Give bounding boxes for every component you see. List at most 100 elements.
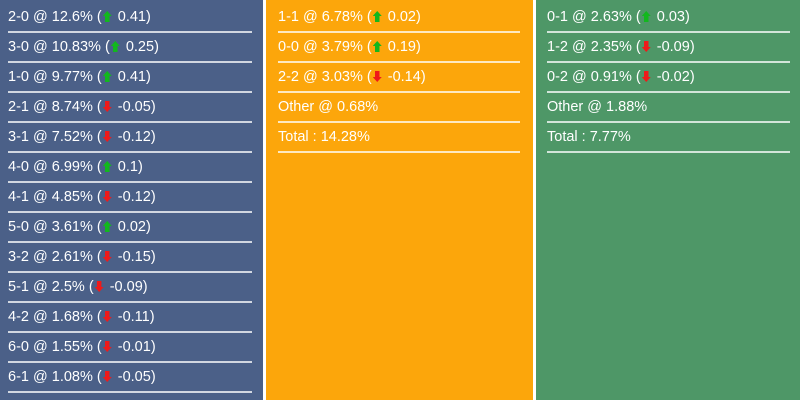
other-row: Other @ 1.88%: [547, 93, 790, 123]
arrow-up-icon: [102, 161, 112, 172]
change: -0.15: [117, 249, 151, 265]
arrow-down-icon: [372, 71, 382, 82]
probability: 2.5%: [51, 279, 85, 295]
probability: 2.61%: [51, 249, 93, 265]
change: 0.02: [117, 219, 146, 235]
probability: 6.78%: [321, 9, 363, 25]
probability: 4.85%: [51, 189, 93, 205]
arrow-down-icon: [102, 371, 112, 382]
probability: 7.52%: [51, 129, 93, 145]
score: 2-0: [8, 9, 29, 25]
score: 0-1: [547, 9, 568, 25]
score: 6-1: [8, 369, 29, 385]
change: 0.41: [117, 9, 146, 25]
score: 1-2: [547, 39, 568, 55]
change: 0.02: [387, 9, 416, 25]
away-win-column: 0-1 @ 2.63% ( 0.03) 1-2 @ 2.35% ( -0.09) 0…: [536, 0, 800, 400]
row-label: Total : 7.77%: [547, 129, 631, 145]
score: 4-1: [8, 189, 29, 205]
probability: 2.63%: [590, 9, 632, 25]
probability: 2.35%: [590, 39, 632, 55]
score-row: 2-2 @ 3.03% ( -0.14): [278, 63, 520, 93]
score-row: 5-1 @ 2.5% ( -0.09): [8, 273, 252, 303]
score-row: 4-2 @ 1.68% ( -0.11): [8, 303, 252, 333]
arrow-up-icon: [102, 11, 112, 22]
score: 0-2: [547, 69, 568, 85]
total-row: Total : 7.77%: [547, 123, 790, 153]
score-row: 1-0 @ 9.77% ( 0.41): [8, 63, 252, 93]
score-row: 6-0 @ 1.55% ( -0.01): [8, 333, 252, 363]
score-row: 1-2 @ 2.35% ( -0.09): [547, 33, 790, 63]
score-row: 1-1 @ 6.78% ( 0.02): [278, 3, 520, 33]
change: -0.09: [656, 39, 690, 55]
score: 3-0: [8, 39, 29, 55]
other-row: Other @ 0.68%: [278, 93, 520, 123]
change: -0.09: [109, 279, 143, 295]
arrow-down-icon: [102, 191, 112, 202]
score-row: 4-0 @ 6.99% ( 0.1): [8, 153, 252, 183]
score: 1-0: [8, 69, 29, 85]
change: -0.01: [117, 339, 151, 355]
change: -0.14: [387, 69, 421, 85]
change: -0.05: [117, 99, 151, 115]
change: -0.12: [117, 129, 151, 145]
score: 4-2: [8, 309, 29, 325]
probability: 3.61%: [51, 219, 93, 235]
total-row: Total : 14.28%: [278, 123, 520, 153]
change: 0.19: [387, 39, 416, 55]
arrow-up-icon: [110, 41, 120, 52]
change: -0.02: [656, 69, 690, 85]
score-row: 0-0 @ 3.79% ( 0.19): [278, 33, 520, 63]
arrow-down-icon: [94, 281, 104, 292]
arrow-up-icon: [372, 41, 382, 52]
arrow-up-icon: [372, 11, 382, 22]
probability: 0.91%: [590, 69, 632, 85]
change: -0.12: [117, 189, 151, 205]
score-row: 4-1 @ 4.85% ( -0.12): [8, 183, 252, 213]
probability: 12.6%: [51, 9, 93, 25]
score: 5-1: [8, 279, 29, 295]
arrow-down-icon: [102, 131, 112, 142]
draw-column: 1-1 @ 6.78% ( 0.02) 0-0 @ 3.79% ( 0.19) 2-…: [266, 0, 533, 400]
score: 5-0: [8, 219, 29, 235]
score-row: 5-0 @ 3.61% ( 0.02): [8, 213, 252, 243]
arrow-up-icon: [102, 221, 112, 232]
row-label: Other @ 0.68%: [278, 99, 379, 115]
score: 0-0: [278, 39, 299, 55]
probability: 8.74%: [51, 99, 93, 115]
change: 0.03: [656, 9, 685, 25]
score-row: 3-2 @ 2.61% ( -0.15): [8, 243, 252, 273]
home-win-column: 2-0 @ 12.6% ( 0.41) 3-0 @ 10.83% ( 0.25) 1…: [0, 0, 263, 400]
probability: 10.83%: [51, 39, 101, 55]
probability: 1.55%: [51, 339, 93, 355]
score: 2-1: [8, 99, 29, 115]
probability: 3.03%: [321, 69, 363, 85]
score: 3-1: [8, 129, 29, 145]
change: 0.41: [117, 69, 146, 85]
score-row: 2-1 @ 8.74% ( -0.05): [8, 93, 252, 123]
probability: 3.79%: [321, 39, 363, 55]
arrow-down-icon: [102, 311, 112, 322]
score-row: 6-1 @ 1.08% ( -0.05): [8, 363, 252, 393]
arrow-down-icon: [102, 251, 112, 262]
arrow-up-icon: [641, 11, 651, 22]
change: 0.1: [117, 159, 138, 175]
score: 4-0: [8, 159, 29, 175]
score-row: 2-0 @ 12.6% ( 0.41): [8, 3, 252, 33]
score: 3-2: [8, 249, 29, 265]
arrow-down-icon: [641, 41, 651, 52]
probability: 6.99%: [51, 159, 93, 175]
change: -0.05: [117, 369, 151, 385]
arrow-up-icon: [102, 71, 112, 82]
probability: 1.68%: [51, 309, 93, 325]
row-label: Total : 14.28%: [278, 129, 370, 145]
probability: 9.77%: [51, 69, 93, 85]
arrow-down-icon: [102, 101, 112, 112]
arrow-down-icon: [641, 71, 651, 82]
score-row: 3-0 @ 10.83% ( 0.25): [8, 33, 252, 63]
change: 0.25: [125, 39, 155, 55]
score: 2-2: [278, 69, 299, 85]
arrow-down-icon: [102, 341, 112, 352]
change: -0.11: [117, 309, 150, 325]
